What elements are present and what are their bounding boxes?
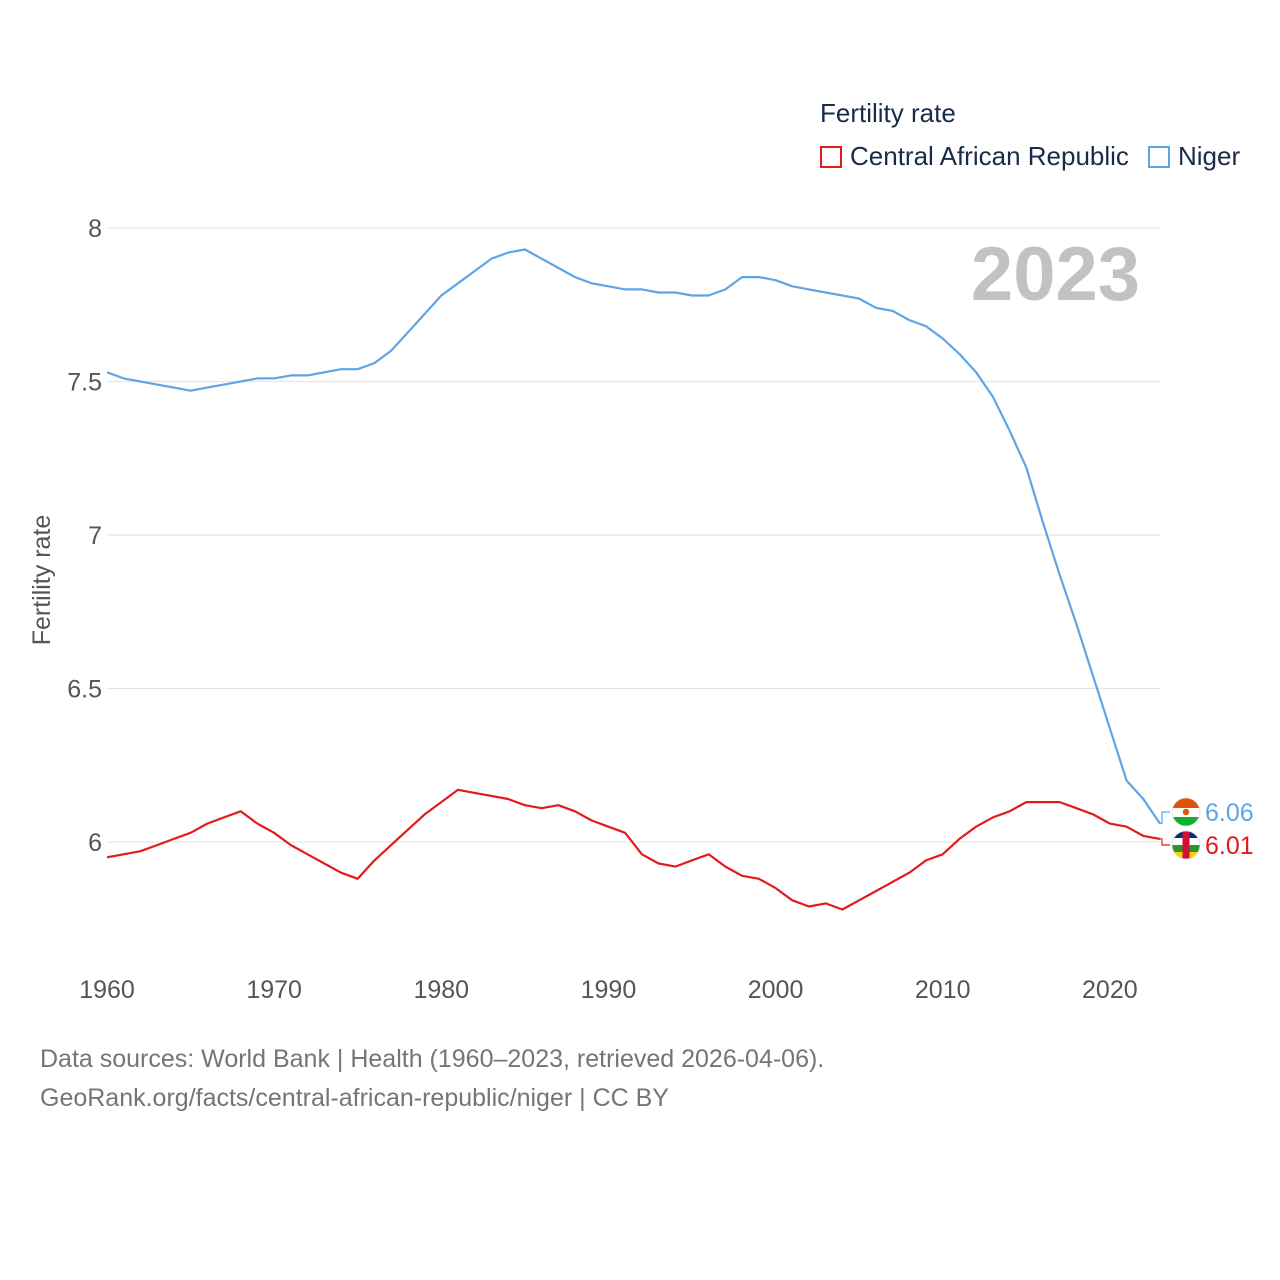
series-line-niger[interactable] (106, 248, 1161, 825)
x-axis-ticks: 1960 1970 1980 1990 2000 2010 2020 (79, 976, 1137, 1004)
y-tick-label: 8 (88, 215, 102, 243)
footer-data-sources: Data sources: World Bank | Health (1960–… (40, 1045, 825, 1073)
y-tick-label: 6 (88, 829, 102, 857)
y-tick-label: 7.5 (67, 369, 102, 397)
leader-line-niger (1160, 811, 1170, 825)
end-value-label-central-african-republic: 6.01 (1205, 832, 1254, 860)
x-tick-label: 2000 (748, 976, 804, 1004)
y-tick-label: 7 (88, 522, 102, 550)
legend-item-niger[interactable]: Niger (1148, 141, 1240, 172)
leader-line-central-african-republic (1160, 838, 1170, 846)
x-tick-label: 1990 (581, 976, 637, 1004)
y-axis-title: Fertility rate (28, 515, 56, 646)
niger-flag-icon (1171, 797, 1201, 827)
y-tick-label: 6.5 (67, 676, 102, 704)
end-labels: 6.01 6.06 (1160, 797, 1254, 860)
legend-label-central-african-republic: Central African Republic (850, 141, 1129, 171)
x-tick-label: 1980 (413, 976, 469, 1004)
series-line-central-african-republic[interactable] (106, 788, 1161, 911)
legend-item-central-african-republic[interactable]: Central African Republic (820, 141, 1129, 172)
gridlines (107, 227, 1160, 843)
x-tick-label: 2010 (915, 976, 971, 1004)
series-lines (106, 248, 1161, 911)
x-tick-label: 1960 (79, 976, 135, 1004)
legend-swatch-niger (1148, 145, 1170, 168)
legend-title: Fertility rate (820, 98, 956, 128)
legend-label-niger: Niger (1178, 141, 1241, 171)
y-axis-ticks: 6 6.5 7 7.5 8 (67, 215, 102, 857)
end-value-label-niger: 6.06 (1205, 799, 1254, 827)
year-overlay: 2023 (971, 232, 1140, 317)
central-african-republic-flag-icon (1171, 830, 1201, 860)
footer-attribution[interactable]: GeoRank.org/facts/central-african-republ… (40, 1084, 669, 1112)
legend-swatch-central-african-republic (820, 145, 842, 168)
x-tick-label: 2020 (1082, 976, 1138, 1004)
x-tick-label: 1970 (246, 976, 302, 1004)
